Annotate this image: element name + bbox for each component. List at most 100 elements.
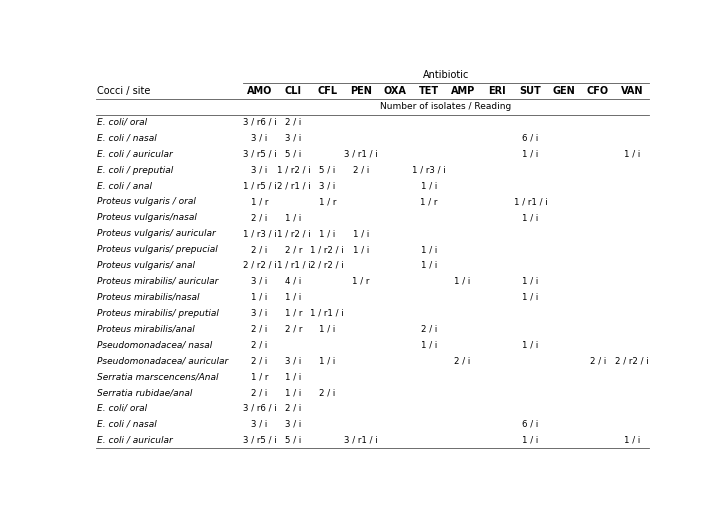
Text: Proteus mirabilis/ auricular: Proteus mirabilis/ auricular — [97, 277, 219, 286]
Text: CLI: CLI — [285, 86, 302, 96]
Text: 1 / i: 1 / i — [522, 213, 539, 223]
Text: 1 / i: 1 / i — [522, 293, 539, 302]
Text: Antibiotic: Antibiotic — [423, 70, 469, 80]
Text: Serratia marscencens/Anal: Serratia marscencens/Anal — [97, 372, 219, 381]
Text: 2 / i: 2 / i — [353, 166, 369, 175]
Text: ERI: ERI — [488, 86, 505, 96]
Text: Proteus vulgaris/ auricular: Proteus vulgaris/ auricular — [97, 229, 216, 238]
Text: 1 / r3 / i: 1 / r3 / i — [243, 229, 277, 238]
Text: 3 / r5 / i: 3 / r5 / i — [243, 150, 277, 158]
Text: Number of isolates / Reading: Number of isolates / Reading — [380, 102, 511, 111]
Text: 2 / r2 / i: 2 / r2 / i — [615, 356, 649, 365]
Text: AMO: AMO — [247, 86, 272, 96]
Text: 4 / i: 4 / i — [285, 277, 301, 286]
Text: 3 / i: 3 / i — [285, 134, 301, 143]
Text: 2 / i: 2 / i — [590, 356, 606, 365]
Text: 1 / i: 1 / i — [421, 245, 437, 254]
Text: 1 / i: 1 / i — [319, 356, 335, 365]
Text: SUT: SUT — [519, 86, 541, 96]
Text: 3 / r6 / i: 3 / r6 / i — [243, 118, 277, 127]
Text: 1 / r1 / i: 1 / r1 / i — [513, 198, 547, 206]
Text: E. coli/ oral: E. coli/ oral — [97, 404, 148, 413]
Text: 1 / i: 1 / i — [522, 436, 539, 445]
Text: 2 / r2 / i: 2 / r2 / i — [243, 261, 277, 270]
Text: Pseudomonadacea/ auricular: Pseudomonadacea/ auricular — [97, 356, 229, 365]
Text: 2 / i: 2 / i — [285, 118, 301, 127]
Text: 1 / i: 1 / i — [285, 213, 301, 223]
Text: 5 / i: 5 / i — [319, 166, 335, 175]
Text: 1 / r1 / i: 1 / r1 / i — [311, 309, 344, 318]
Text: Cocci / site: Cocci / site — [97, 86, 151, 96]
Text: 1 / i: 1 / i — [319, 325, 335, 334]
Text: 2 / i: 2 / i — [251, 245, 268, 254]
Text: Proteus vulgaris/ prepucial: Proteus vulgaris/ prepucial — [97, 245, 218, 254]
Text: 1 / i: 1 / i — [522, 340, 539, 350]
Text: 1 / i: 1 / i — [421, 261, 437, 270]
Text: 1 / r: 1 / r — [319, 198, 336, 206]
Text: 2 / i: 2 / i — [251, 356, 268, 365]
Text: 2 / i: 2 / i — [421, 325, 437, 334]
Text: 1 / i: 1 / i — [522, 150, 539, 158]
Text: 1 / r2 / i: 1 / r2 / i — [277, 229, 310, 238]
Text: 3 / i: 3 / i — [251, 134, 268, 143]
Text: Proteus mirabilis/ preputial: Proteus mirabilis/ preputial — [97, 309, 219, 318]
Text: 1 / i: 1 / i — [522, 277, 539, 286]
Text: E. coli / auricular: E. coli / auricular — [97, 150, 173, 158]
Text: 1 / i: 1 / i — [285, 293, 301, 302]
Text: 5 / i: 5 / i — [285, 150, 301, 158]
Text: PEN: PEN — [350, 86, 372, 96]
Text: GEN: GEN — [553, 86, 576, 96]
Text: 2 / r1 / i: 2 / r1 / i — [277, 181, 310, 190]
Text: OXA: OXA — [384, 86, 406, 96]
Text: 1 / i: 1 / i — [319, 229, 335, 238]
Text: Serratia rubidae/anal: Serratia rubidae/anal — [97, 388, 193, 397]
Text: AMP: AMP — [450, 86, 475, 96]
Text: 2 / i: 2 / i — [251, 325, 268, 334]
Text: 1 / r2 / i: 1 / r2 / i — [277, 166, 310, 175]
Text: 2 / r: 2 / r — [285, 245, 302, 254]
Text: 3 / i: 3 / i — [319, 181, 335, 190]
Text: 2 / i: 2 / i — [251, 388, 268, 397]
Text: 2 / i: 2 / i — [319, 388, 335, 397]
Text: 1 / r5 / i: 1 / r5 / i — [243, 181, 277, 190]
Text: 3 / i: 3 / i — [285, 420, 301, 429]
Text: 1 / r: 1 / r — [251, 198, 268, 206]
Text: 5 / i: 5 / i — [285, 436, 301, 445]
Text: Proteus mirabilis/nasal: Proteus mirabilis/nasal — [97, 293, 200, 302]
Text: 1 / i: 1 / i — [285, 388, 301, 397]
Text: 1 / i: 1 / i — [624, 436, 640, 445]
Text: 1 / i: 1 / i — [353, 245, 369, 254]
Text: VAN: VAN — [620, 86, 643, 96]
Text: 3 / i: 3 / i — [251, 166, 268, 175]
Text: 1 / i: 1 / i — [421, 181, 437, 190]
Text: E. coli / preputial: E. coli / preputial — [97, 166, 174, 175]
Text: 3 / r5 / i: 3 / r5 / i — [243, 436, 277, 445]
Text: 3 / r1 / i: 3 / r1 / i — [344, 150, 378, 158]
Text: 2 / i: 2 / i — [251, 213, 268, 223]
Text: 1 / i: 1 / i — [285, 372, 301, 381]
Text: 2 / r: 2 / r — [285, 325, 302, 334]
Text: E. coli / auricular: E. coli / auricular — [97, 436, 173, 445]
Text: 2 / i: 2 / i — [455, 356, 471, 365]
Text: Pseudomonadacea/ nasal: Pseudomonadacea/ nasal — [97, 340, 212, 350]
Text: 3 / r1 / i: 3 / r1 / i — [344, 436, 378, 445]
Text: 1 / r1 / i: 1 / r1 / i — [277, 261, 310, 270]
Text: 1 / i: 1 / i — [455, 277, 471, 286]
Text: Proteus vulgaris / oral: Proteus vulgaris / oral — [97, 198, 196, 206]
Text: 1 / r: 1 / r — [420, 198, 437, 206]
Text: 2 / r2 / i: 2 / r2 / i — [311, 261, 344, 270]
Text: 1 / i: 1 / i — [421, 340, 437, 350]
Text: 1 / r2 / i: 1 / r2 / i — [311, 245, 344, 254]
Text: 1 / r: 1 / r — [251, 372, 268, 381]
Text: TET: TET — [418, 86, 439, 96]
Text: E. coli/ oral: E. coli/ oral — [97, 118, 148, 127]
Text: CFO: CFO — [587, 86, 609, 96]
Text: 1 / r: 1 / r — [285, 309, 302, 318]
Text: 1 / r: 1 / r — [353, 277, 370, 286]
Text: Proteus mirabilis/anal: Proteus mirabilis/anal — [97, 325, 195, 334]
Text: 1 / r3 / i: 1 / r3 / i — [412, 166, 445, 175]
Text: 1 / i: 1 / i — [353, 229, 369, 238]
Text: 3 / i: 3 / i — [285, 356, 301, 365]
Text: Proteus vulgaris/ anal: Proteus vulgaris/ anal — [97, 261, 195, 270]
Text: 2 / i: 2 / i — [251, 340, 268, 350]
